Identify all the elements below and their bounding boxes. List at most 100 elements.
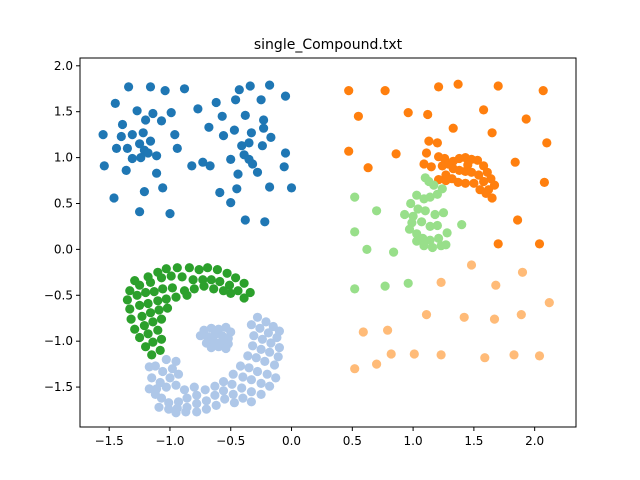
data-point xyxy=(239,278,249,288)
x-tick-label: −0.5 xyxy=(216,434,245,448)
data-point xyxy=(430,209,440,220)
data-point xyxy=(257,334,267,344)
data-point xyxy=(206,343,216,353)
series-3 xyxy=(350,260,554,374)
data-point xyxy=(99,161,109,171)
data-point xyxy=(126,314,136,324)
data-point xyxy=(164,398,174,408)
data-point xyxy=(195,331,205,341)
data-point xyxy=(215,187,225,198)
data-point xyxy=(442,228,452,238)
data-point xyxy=(150,389,160,399)
data-point xyxy=(429,180,439,190)
data-point xyxy=(260,356,270,366)
chart-title: single_Compound.txt xyxy=(254,37,403,53)
data-point xyxy=(172,143,182,153)
data-point xyxy=(139,321,149,331)
data-point xyxy=(245,81,255,91)
data-point xyxy=(425,192,435,202)
data-point xyxy=(271,373,281,383)
data-point xyxy=(220,394,230,404)
data-point xyxy=(121,165,131,175)
data-point xyxy=(436,277,446,287)
data-point xyxy=(235,361,246,371)
data-point xyxy=(251,353,261,363)
data-point xyxy=(187,161,197,171)
data-point xyxy=(510,157,520,167)
data-point xyxy=(380,86,390,96)
data-point xyxy=(224,280,235,290)
data-point xyxy=(246,375,256,385)
data-point xyxy=(280,91,291,101)
data-point xyxy=(203,263,213,273)
data-point xyxy=(358,327,368,337)
data-point xyxy=(221,343,231,354)
data-point xyxy=(229,398,239,408)
data-point xyxy=(192,407,202,417)
data-point xyxy=(211,97,221,108)
data-point xyxy=(125,304,135,314)
data-point xyxy=(181,407,191,417)
data-point xyxy=(222,268,232,278)
data-point xyxy=(239,293,249,303)
data-point xyxy=(127,153,137,164)
data-point xyxy=(166,108,176,118)
data-point xyxy=(344,146,354,156)
x-tick-label: −1.5 xyxy=(95,434,124,448)
x-tick-label: 1.5 xyxy=(464,434,483,448)
data-point xyxy=(246,320,256,330)
data-point xyxy=(350,284,360,294)
data-point xyxy=(252,366,263,377)
data-point xyxy=(240,215,250,225)
data-point xyxy=(135,207,145,217)
data-point xyxy=(233,169,243,179)
data-point xyxy=(350,192,360,202)
data-point xyxy=(344,86,354,96)
data-point xyxy=(145,82,156,92)
data-point xyxy=(425,235,435,245)
data-point xyxy=(248,341,258,351)
data-point xyxy=(229,125,239,135)
x-tick-label: −1.0 xyxy=(155,434,184,448)
data-point xyxy=(209,284,219,294)
data-point xyxy=(246,387,256,397)
data-point xyxy=(215,276,225,287)
data-point xyxy=(280,148,291,158)
data-point xyxy=(489,314,500,324)
data-point xyxy=(226,288,236,298)
data-point xyxy=(233,286,243,296)
data-point xyxy=(153,325,163,335)
data-point xyxy=(188,275,198,285)
data-point xyxy=(421,148,432,158)
data-point xyxy=(419,241,429,251)
data-point xyxy=(182,393,192,403)
data-point xyxy=(192,390,202,400)
data-point xyxy=(266,132,276,142)
data-point xyxy=(479,105,489,115)
data-point xyxy=(252,312,263,322)
data-point xyxy=(147,350,157,360)
data-point xyxy=(517,267,528,277)
data-point xyxy=(441,175,451,186)
data-point xyxy=(171,380,181,390)
data-point xyxy=(137,311,147,321)
data-point xyxy=(210,381,220,391)
data-point xyxy=(145,277,156,287)
data-point xyxy=(109,193,119,203)
data-point xyxy=(206,275,216,285)
data-point xyxy=(117,119,128,130)
data-point xyxy=(182,290,192,300)
data-point xyxy=(171,292,181,302)
data-point xyxy=(172,263,182,273)
data-point xyxy=(265,182,275,192)
data-point xyxy=(516,310,526,320)
data-point xyxy=(409,349,419,359)
data-point xyxy=(173,369,184,379)
data-point xyxy=(165,373,175,383)
data-point xyxy=(434,233,444,243)
data-point xyxy=(457,220,467,230)
data-point xyxy=(148,108,158,119)
data-point xyxy=(491,280,501,290)
data-point xyxy=(403,278,413,288)
data-point xyxy=(487,128,497,138)
